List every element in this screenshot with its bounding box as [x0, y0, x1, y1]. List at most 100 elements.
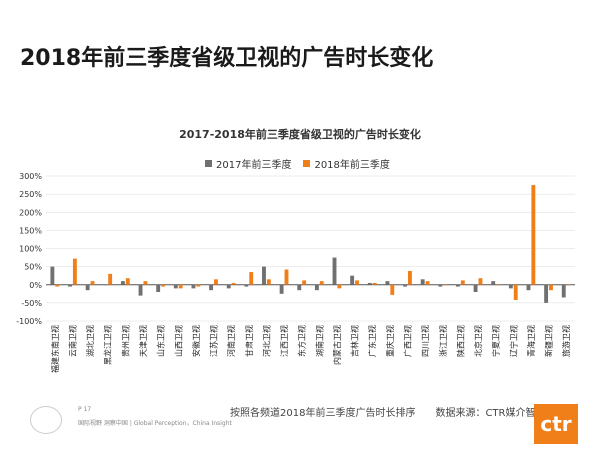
bar-2017-18	[367, 282, 372, 285]
x-tick-label: 陕西卫视	[455, 325, 465, 357]
bar-2018-23	[460, 280, 465, 285]
bar-2018-18	[372, 282, 377, 285]
bar-2018-15	[319, 281, 324, 285]
x-tick-label: 北京卫视	[473, 325, 483, 357]
y-tick-label: 150%	[19, 226, 42, 235]
bar-2017-26	[508, 284, 513, 289]
footer-slogan: 国际视野 洞察中国 | Global Perception，China Insi…	[78, 420, 232, 427]
chart-title: 2017-2018年前三季度省级卫视的广告时长变化	[179, 128, 421, 141]
bar-2017-9	[209, 284, 214, 291]
bar-2017-20	[403, 284, 407, 287]
chart-footnote: 按照各频道2018年前三季度广告时长排序 数据来源：CTR媒介智讯	[230, 408, 546, 419]
bar-2018-2	[90, 281, 95, 285]
x-tick-label: 辽宁卫视	[508, 325, 518, 357]
bar-2017-29	[561, 284, 566, 298]
bar-2017-25	[491, 281, 496, 285]
bar-2018-28	[549, 284, 553, 291]
x-tick-label: 重庆卫视	[385, 325, 395, 357]
x-tick-label: 江苏卫视	[209, 325, 219, 357]
x-tick-label: 河北卫视	[261, 325, 271, 357]
y-tick-label: -100%	[16, 317, 42, 326]
bar-2018-29	[566, 284, 571, 286]
x-tick-label: 山西卫视	[173, 325, 183, 357]
x-tick-label: 天津卫视	[138, 325, 148, 357]
bar-2018-6	[161, 284, 165, 287]
bar-2017-12	[262, 266, 266, 285]
bar-2018-0	[55, 284, 60, 287]
bar-2018-26	[513, 284, 518, 300]
certification-badge	[30, 406, 62, 434]
bar-2018-22	[443, 284, 448, 286]
bar-2018-19	[390, 284, 395, 295]
x-tick-label: 安徽卫视	[191, 325, 201, 357]
bar-2018-9	[214, 279, 218, 285]
bar-2017-19	[385, 281, 390, 285]
bar-2017-13	[279, 284, 284, 294]
bar-2018-24	[478, 278, 483, 285]
y-tick-label: 0%	[29, 281, 42, 290]
y-tick-label: 50%	[24, 263, 42, 272]
x-tick-label: 广西卫视	[402, 325, 412, 357]
bar-2017-16	[332, 257, 337, 285]
bar-2018-25	[496, 284, 501, 286]
x-tick-label: 江西卫视	[279, 325, 289, 357]
bar-2018-13	[284, 269, 289, 285]
bar-2017-15	[314, 284, 319, 291]
bar-2017-2	[85, 284, 90, 291]
bar-2018-27	[531, 185, 536, 285]
y-tick-label: 100%	[19, 245, 42, 254]
legend-item-2018: 2018年前三季度	[303, 156, 390, 171]
bar-2018-8	[196, 284, 201, 287]
bar-2018-11	[249, 272, 254, 285]
bar-2018-1	[72, 258, 77, 285]
y-tick-label: 200%	[19, 208, 42, 217]
x-tick-label: 福建东南卫视	[50, 325, 60, 373]
bar-2018-17	[355, 280, 359, 285]
bar-2017-0	[50, 266, 55, 285]
x-tick-label: 河南卫视	[226, 325, 236, 357]
bar-2017-24	[473, 284, 478, 292]
legend-label-2017: 2017年前三季度	[216, 160, 292, 171]
bar-2017-21	[420, 279, 425, 285]
bar-2018-7	[178, 284, 183, 289]
x-tick-label: 广东卫视	[367, 325, 377, 357]
page-number: P 17	[78, 406, 92, 413]
bar-2017-4	[120, 281, 125, 285]
y-tick-label: -50%	[21, 299, 42, 308]
legend-swatch-2018	[303, 160, 311, 167]
x-tick-label: 吉林卫视	[350, 325, 360, 357]
bar-2017-3	[103, 284, 108, 286]
x-tick-label: 甘肃卫视	[244, 325, 254, 357]
x-tick-label: 青海卫视	[526, 325, 536, 357]
y-tick-label: 250%	[19, 190, 42, 199]
bar-2018-4	[125, 278, 130, 285]
bar-2017-22	[438, 284, 443, 287]
x-tick-label: 内蒙古卫视	[332, 325, 342, 365]
bar-2018-10	[231, 282, 236, 285]
chart-legend: 2017年前三季度 2018年前三季度	[205, 156, 390, 171]
bar-2017-11	[244, 284, 249, 287]
x-tick-label: 湖南卫视	[314, 325, 324, 357]
legend-item-2017: 2017年前三季度	[205, 156, 291, 171]
x-tick-label: 浙江卫视	[438, 325, 448, 357]
x-tick-label: 湖北卫视	[85, 325, 95, 357]
x-tick-label: 云南卫视	[67, 325, 77, 357]
bar-2018-3	[108, 273, 113, 285]
bar-2017-17	[350, 275, 355, 285]
bar-2018-16	[337, 284, 342, 289]
bar-2017-7	[173, 284, 178, 289]
bar-2018-12	[266, 279, 271, 285]
x-tick-label: 宁夏卫视	[491, 325, 501, 357]
bar-2017-10	[226, 284, 231, 289]
x-tick-label: 黑龙江卫视	[103, 325, 113, 365]
bar-2018-20	[407, 270, 412, 285]
bar-2017-5	[138, 284, 143, 296]
bar-2017-27	[526, 284, 531, 291]
legend-swatch-2017	[205, 160, 212, 167]
bar-2018-14	[302, 280, 307, 285]
x-tick-label: 旅游卫视	[561, 325, 571, 357]
bar-2018-21	[425, 281, 430, 285]
bar-2017-6	[156, 284, 161, 292]
x-tick-label: 山东卫视	[156, 325, 166, 357]
